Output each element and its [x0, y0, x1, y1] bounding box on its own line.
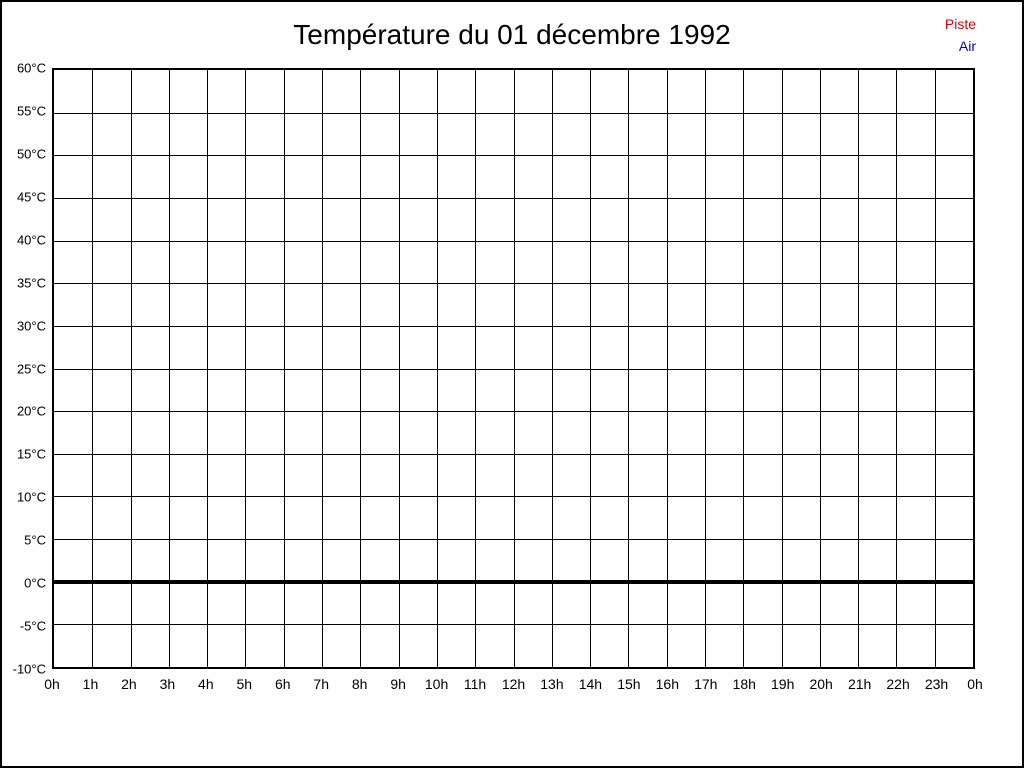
- legend-item-piste: Piste: [944, 16, 976, 32]
- legend: Piste Air: [945, 13, 976, 57]
- x-tick-label: 7h: [313, 676, 329, 692]
- y-axis-labels: 60°C 55°C 50°C 45°C 40°C 35°C 30°C 25°C 20°C 15°C…: [2, 61, 46, 677]
- x-tick-label: 18h: [732, 676, 756, 692]
- x-tick-label: 20h: [809, 676, 833, 692]
- x-tick-label: 1h: [82, 676, 99, 692]
- x-tick-label: 15h: [617, 676, 641, 692]
- x-tick-label: 16h: [655, 676, 680, 692]
- y-tick-label: 0°C: [24, 575, 46, 591]
- x-tick-label: 12h: [501, 676, 526, 692]
- y-tick-label: 45°C: [16, 189, 46, 205]
- legend-item-air: Air: [958, 38, 976, 54]
- y-tick-label: 35°C: [16, 275, 46, 291]
- x-tick-label: 5h: [236, 676, 253, 692]
- gridline-horizontal: [54, 411, 973, 413]
- x-tick-label: 19h: [771, 676, 795, 692]
- gridline-horizontal: [54, 325, 973, 327]
- x-tick-label: 23h: [924, 676, 949, 692]
- x-tick-label: 2h: [121, 676, 137, 692]
- gridline-horizontal: [54, 453, 973, 455]
- y-tick-label: 55°C: [16, 103, 46, 119]
- zero-line: [54, 579, 973, 584]
- y-tick-label: 20°C: [16, 403, 46, 419]
- gridline-horizontal: [54, 624, 973, 626]
- x-tick-label: 11h: [463, 676, 487, 692]
- gridline-horizontal: [54, 496, 973, 498]
- x-axis-labels: 0h 1h 2h 3h 4h 5h 6h 7h 8h 9h 10h 11h 12h 13h 14h 15h 16…: [44, 676, 983, 694]
- x-tick-label: 6h: [274, 676, 291, 692]
- y-tick-label: 30°C: [16, 318, 46, 334]
- x-tick-label: 14h: [578, 676, 603, 692]
- y-tick-label: 10°C: [16, 489, 46, 505]
- x-tick-label: 0h: [44, 676, 60, 692]
- x-tick-label: 8h: [351, 676, 368, 692]
- gridline-horizontal: [54, 283, 973, 285]
- x-tick-label: 10h: [424, 676, 449, 692]
- y-tick-label: 40°C: [16, 232, 46, 248]
- y-tick-label: -5°C: [19, 618, 46, 634]
- gridline-horizontal: [54, 539, 973, 541]
- y-tick-label: 50°C: [16, 146, 46, 162]
- plot-area: [52, 68, 975, 669]
- chart-title: Température du 01 décembre 1992: [293, 19, 731, 50]
- gridline-horizontal: [54, 155, 973, 157]
- x-tick-label: 3h: [159, 676, 176, 692]
- gridline-horizontal: [54, 197, 973, 199]
- x-tick-label: 17h: [694, 676, 718, 692]
- x-tick-label: 9h: [390, 676, 406, 692]
- y-tick-label: 60°C: [16, 60, 46, 76]
- x-tick-label: 13h: [540, 676, 564, 692]
- y-tick-label: 25°C: [16, 361, 46, 376]
- x-tick-label: 4h: [198, 676, 214, 692]
- y-tick-label: 5°C: [24, 532, 46, 548]
- y-tick-label: -10°C: [12, 661, 46, 677]
- x-tick-label: 0h: [967, 676, 983, 692]
- x-tick-label: 22h: [886, 676, 910, 692]
- y-tick-label: 15°C: [16, 446, 46, 462]
- gridline-horizontal: [54, 112, 973, 114]
- gridline-horizontal: [54, 240, 973, 242]
- gridline-horizontal: [54, 368, 973, 370]
- x-tick-label: 21h: [847, 676, 872, 692]
